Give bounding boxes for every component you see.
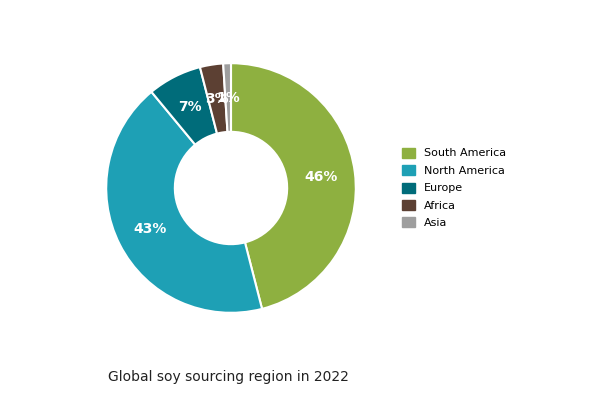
- Wedge shape: [223, 63, 231, 132]
- Wedge shape: [151, 67, 217, 145]
- Wedge shape: [231, 63, 356, 309]
- Text: 7%: 7%: [178, 100, 202, 114]
- Text: 46%: 46%: [304, 170, 337, 184]
- Wedge shape: [200, 64, 227, 134]
- Text: 43%: 43%: [134, 222, 167, 236]
- Legend: South America, North America, Europe, Africa, Asia: South America, North America, Europe, Af…: [399, 144, 510, 232]
- Text: Global soy sourcing region in 2022: Global soy sourcing region in 2022: [107, 370, 349, 384]
- Text: 3%: 3%: [205, 92, 229, 106]
- Text: 1%: 1%: [216, 90, 240, 104]
- Wedge shape: [106, 92, 262, 313]
